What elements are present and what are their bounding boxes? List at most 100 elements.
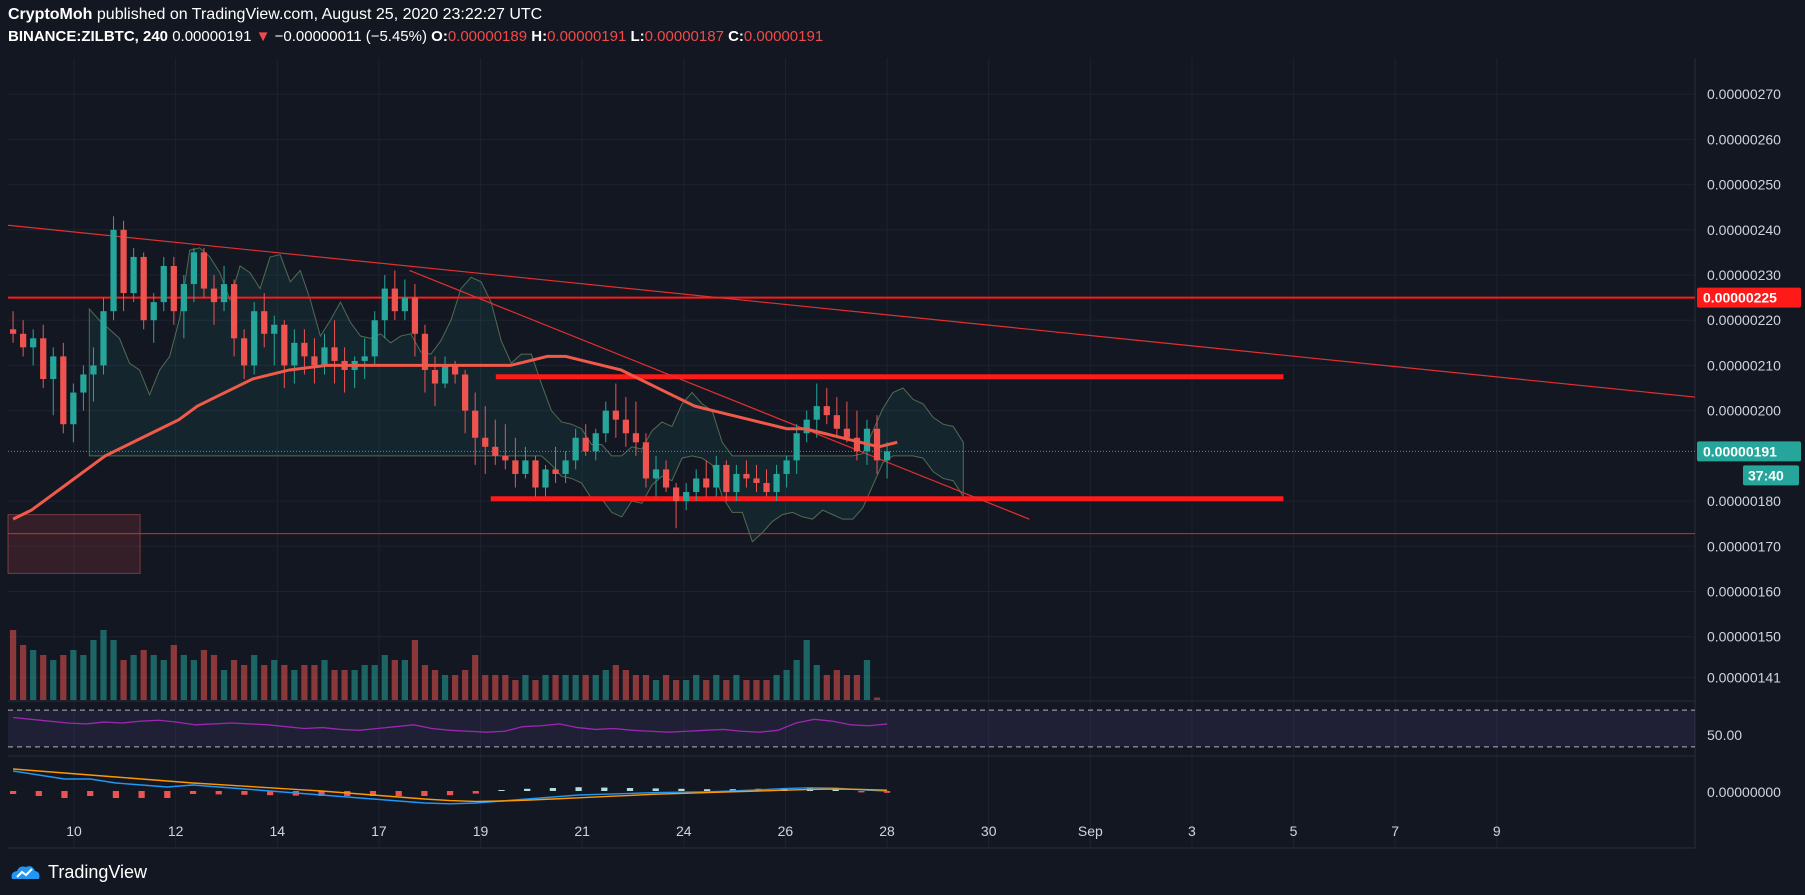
volume-bar — [170, 645, 177, 700]
volume-bar — [251, 655, 258, 700]
time-tick-label: 30 — [981, 823, 997, 839]
candle-body — [9, 329, 17, 334]
time-tick-label: 3 — [1188, 823, 1196, 839]
price-tick-label: 0.00000170 — [1707, 538, 1781, 554]
candle-body — [70, 392, 77, 425]
ema-line — [12, 354, 898, 521]
time-tick-label: 28 — [879, 823, 895, 839]
volume-bar — [190, 660, 198, 700]
symbol-label[interactable]: BINANCE:ZILBTC, 240 — [8, 28, 169, 45]
price-tick-label: 0.00000240 — [1707, 222, 1781, 238]
candle-body — [642, 442, 650, 479]
candle-body — [512, 460, 519, 474]
volume-bar — [421, 665, 429, 700]
close-label: C: — [728, 28, 744, 45]
macd-histogram-bar — [215, 791, 222, 795]
candle-body — [883, 451, 891, 461]
volume-bar — [502, 675, 509, 700]
candle-body — [120, 229, 127, 294]
candle-body — [482, 437, 489, 447]
candle-body — [200, 252, 208, 289]
time-tick-label: 24 — [676, 823, 692, 839]
close-value: 0.00000191 — [743, 28, 824, 45]
volume-bar — [622, 670, 629, 700]
candle-body — [552, 469, 559, 474]
macd-histogram-bar — [678, 788, 685, 791]
tradingview-logo[interactable]: TradingView — [8, 860, 147, 884]
volume-bar — [572, 675, 579, 700]
volume-bar — [703, 680, 710, 700]
volume-bar — [522, 675, 529, 700]
time-tick-label: 26 — [778, 823, 794, 839]
volume-bar — [230, 660, 238, 700]
price-tick-label: 0.00000180 — [1707, 493, 1781, 509]
macd-histogram-bar — [35, 791, 42, 796]
candle-body — [713, 464, 720, 488]
published-text: published on TradingView.com, August 25,… — [96, 6, 543, 23]
time-tick-label: 19 — [473, 823, 489, 839]
author-name[interactable]: CryptoMoh — [8, 6, 93, 23]
volume-bar — [843, 675, 851, 700]
macd-histogram-bar — [704, 789, 711, 791]
candle-body — [100, 311, 107, 366]
price-tick-label: 0.00000150 — [1707, 629, 1781, 645]
candle-body — [190, 252, 198, 285]
candle-body — [331, 347, 338, 361]
volume-bar — [271, 660, 278, 700]
candle-body — [60, 356, 67, 425]
candle-body — [662, 469, 670, 488]
volume-bar — [472, 655, 479, 700]
volume-bar — [20, 645, 27, 700]
volume-bar — [200, 650, 208, 700]
volume-bar — [683, 680, 690, 700]
candle-body — [522, 460, 529, 474]
chart-header-ohlc: BINANCE:ZILBTC, 240 0.00000191 ▼ −0.0000… — [8, 28, 823, 48]
volume-bar — [441, 675, 449, 700]
candle-body — [411, 297, 419, 334]
candle-body — [401, 297, 408, 312]
volume-bar — [361, 665, 368, 700]
candle-body — [793, 433, 800, 461]
candle-body — [180, 284, 187, 312]
volume-bar — [512, 680, 519, 700]
macd-signal-line — [13, 768, 888, 803]
candle-body — [281, 324, 288, 366]
volume-bar — [140, 650, 147, 700]
candle-body — [632, 433, 640, 443]
volume-bar — [281, 665, 288, 700]
candle-body — [391, 288, 398, 312]
candle-body — [441, 365, 449, 384]
macd-histogram-bar — [549, 788, 557, 791]
macd-histogram-bar — [832, 789, 839, 791]
volume-bar — [542, 675, 549, 700]
macd-histogram-bar — [267, 791, 274, 796]
volume-bar — [220, 670, 228, 700]
change-arrow-icon: ▼ — [255, 28, 271, 45]
candle-body — [532, 460, 539, 488]
candle-body — [291, 342, 298, 366]
macd-pane — [9, 768, 891, 805]
price-badge-label: 0.00000225 — [1703, 290, 1777, 306]
candle-body — [381, 288, 388, 321]
axes[interactable]: 0.00000270 0.00000260 0.00000250 0.00000240… — [66, 86, 1801, 839]
candle-body — [562, 460, 569, 474]
candle-body — [853, 437, 861, 452]
candle-body — [20, 333, 27, 348]
candle-body — [210, 288, 218, 303]
time-tick-label: 7 — [1391, 823, 1399, 839]
candle-body — [813, 406, 820, 420]
volume-bar — [612, 665, 619, 700]
volume-bar — [301, 665, 308, 700]
volume-bar — [763, 680, 770, 700]
macd-histogram-bar — [112, 791, 120, 798]
candle-body — [220, 284, 228, 303]
volume-bar — [793, 660, 800, 700]
price-tick-label: 0.00000210 — [1707, 357, 1781, 373]
ema-line — [12, 354, 898, 521]
horizontal-levels[interactable] — [7, 224, 1696, 535]
candle-body — [311, 356, 318, 366]
candle-body — [492, 446, 499, 456]
volume-bar — [160, 660, 167, 700]
volume-bar — [672, 680, 680, 700]
